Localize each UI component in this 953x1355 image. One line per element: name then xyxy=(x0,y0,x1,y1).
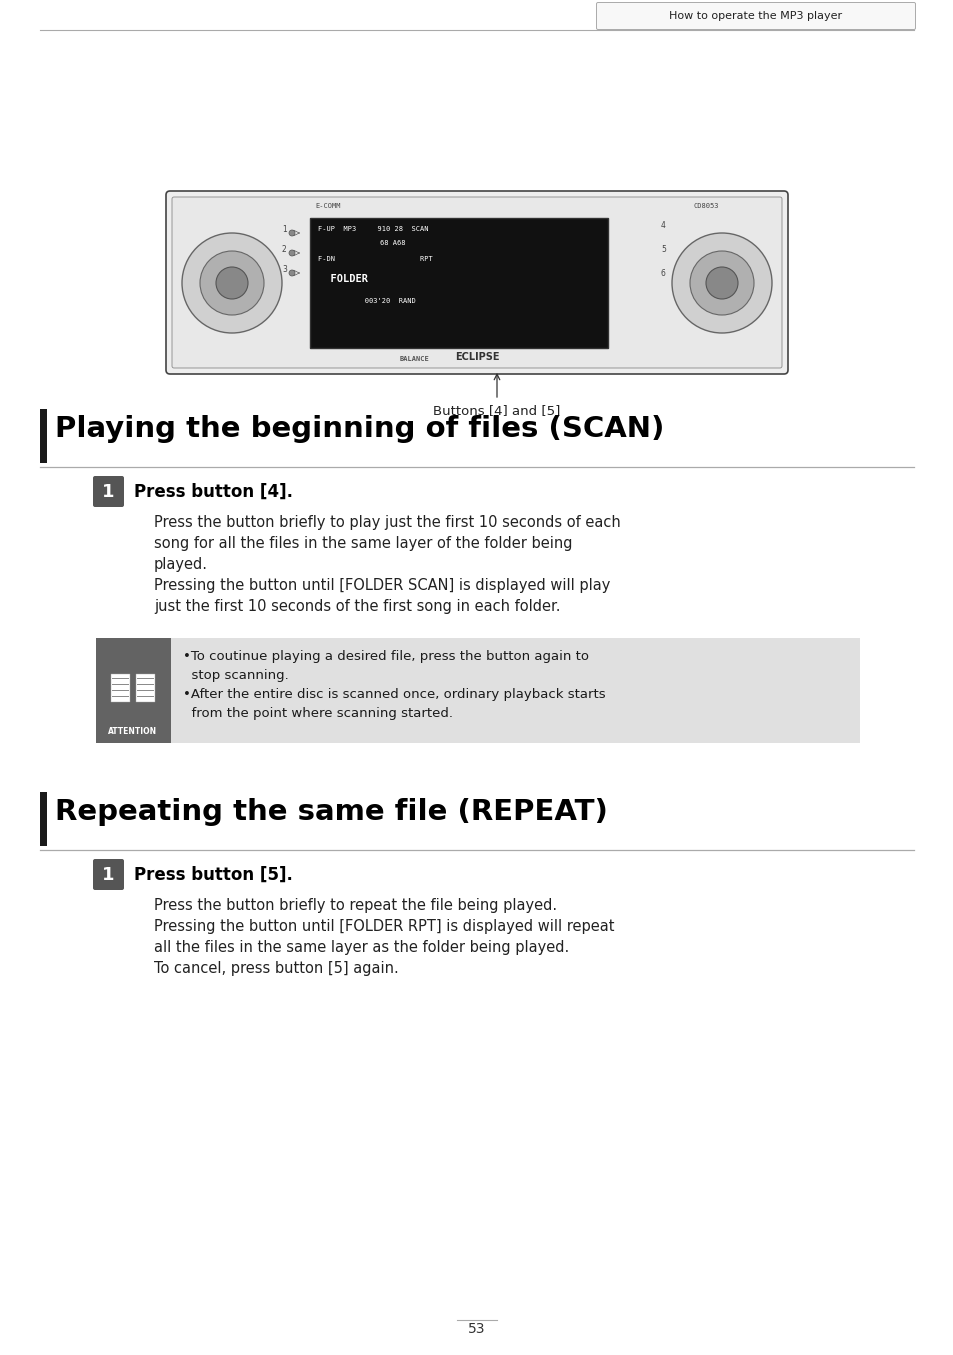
FancyBboxPatch shape xyxy=(166,191,787,374)
Circle shape xyxy=(705,267,738,299)
Text: Press button [5].: Press button [5]. xyxy=(133,866,293,883)
FancyBboxPatch shape xyxy=(92,859,124,890)
Text: stop scanning.: stop scanning. xyxy=(183,669,289,682)
Bar xyxy=(136,673,154,702)
Text: 3: 3 xyxy=(282,264,287,274)
Text: just the first 10 seconds of the first song in each folder.: just the first 10 seconds of the first s… xyxy=(153,599,560,614)
Text: Pressing the button until [FOLDER SCAN] is displayed will play: Pressing the button until [FOLDER SCAN] … xyxy=(153,579,610,593)
Bar xyxy=(40,793,47,846)
Circle shape xyxy=(215,267,248,299)
Bar xyxy=(310,218,607,348)
Text: 5: 5 xyxy=(660,244,665,253)
Text: FOLDER: FOLDER xyxy=(317,274,368,285)
Text: CD8053: CD8053 xyxy=(693,203,719,209)
Text: To cancel, press button [5] again.: To cancel, press button [5] again. xyxy=(153,961,398,976)
Circle shape xyxy=(289,270,294,276)
Bar xyxy=(96,638,859,743)
Bar xyxy=(96,638,171,743)
Text: ATTENTION: ATTENTION xyxy=(109,728,157,736)
Bar xyxy=(111,673,130,702)
Text: Press the button briefly to repeat the file being played.: Press the button briefly to repeat the f… xyxy=(153,898,557,913)
FancyBboxPatch shape xyxy=(172,196,781,369)
Text: 003'20  RAND: 003'20 RAND xyxy=(317,298,416,304)
Text: 1: 1 xyxy=(102,482,114,501)
FancyBboxPatch shape xyxy=(596,3,915,30)
Text: Playing the beginning of files (SCAN): Playing the beginning of files (SCAN) xyxy=(55,415,663,443)
Text: BALANCE: BALANCE xyxy=(399,356,429,362)
Text: F-DN                    RPT: F-DN RPT xyxy=(317,256,433,262)
Text: 6: 6 xyxy=(660,268,665,278)
Text: Pressing the button until [FOLDER RPT] is displayed will repeat: Pressing the button until [FOLDER RPT] i… xyxy=(153,919,614,934)
Text: 1: 1 xyxy=(102,866,114,883)
Text: Repeating the same file (REPEAT): Repeating the same file (REPEAT) xyxy=(55,798,607,827)
Circle shape xyxy=(182,233,282,333)
Text: Press button [4].: Press button [4]. xyxy=(133,482,293,501)
Text: 68 A68: 68 A68 xyxy=(379,240,405,247)
Bar xyxy=(40,409,47,463)
Text: ECLIPSE: ECLIPSE xyxy=(455,352,498,362)
Text: •After the entire disc is scanned once, ordinary playback starts: •After the entire disc is scanned once, … xyxy=(183,688,605,701)
Text: all the files in the same layer as the folder being played.: all the files in the same layer as the f… xyxy=(153,940,569,955)
Text: F-UP  MP3     910 28  SCAN: F-UP MP3 910 28 SCAN xyxy=(317,226,428,232)
Text: E-COMM: E-COMM xyxy=(314,203,340,209)
Text: 4: 4 xyxy=(660,221,665,229)
Text: played.: played. xyxy=(153,557,208,572)
Circle shape xyxy=(200,251,264,314)
Text: Press the button briefly to play just the first 10 seconds of each: Press the button briefly to play just th… xyxy=(153,515,620,530)
Circle shape xyxy=(289,251,294,256)
Text: •To coutinue playing a desired file, press the button again to: •To coutinue playing a desired file, pre… xyxy=(183,650,588,663)
Circle shape xyxy=(689,251,753,314)
Text: Buttons [4] and [5]: Buttons [4] and [5] xyxy=(433,404,560,417)
Text: 53: 53 xyxy=(468,1322,485,1336)
Text: song for all the files in the same layer of the folder being: song for all the files in the same layer… xyxy=(153,537,572,551)
Text: 1: 1 xyxy=(282,225,287,233)
Text: 2: 2 xyxy=(282,244,287,253)
Text: How to operate the MP3 player: How to operate the MP3 player xyxy=(669,11,841,20)
Circle shape xyxy=(671,233,771,333)
Text: from the point where scanning started.: from the point where scanning started. xyxy=(183,707,453,720)
FancyBboxPatch shape xyxy=(92,476,124,507)
Circle shape xyxy=(289,230,294,236)
